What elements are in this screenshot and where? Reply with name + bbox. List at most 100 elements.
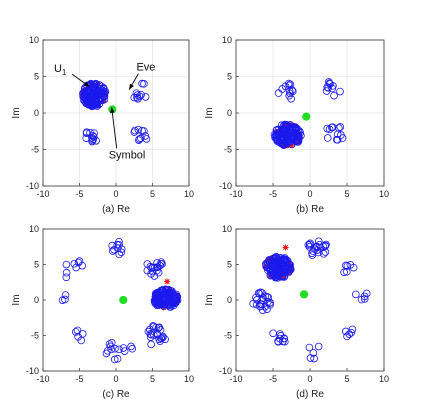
arrow-head: [129, 83, 134, 90]
data-point: [357, 295, 366, 304]
x-axis-label: (a) Re: [102, 204, 130, 215]
data-point: [326, 80, 334, 88]
user-symbol-marker: [281, 274, 287, 280]
data-point: [141, 132, 150, 140]
x-tick-label: -5: [269, 189, 277, 199]
y-tick-label: 5: [34, 260, 39, 270]
data-point: [154, 268, 163, 277]
data-point: [74, 258, 83, 267]
data-point: [80, 85, 89, 93]
data-point: [132, 89, 141, 97]
data-point: [347, 328, 356, 337]
data-point: [158, 287, 166, 295]
data-point: [113, 244, 122, 253]
data-point: [62, 268, 71, 277]
data-point: [333, 130, 342, 139]
data-point: [336, 123, 345, 131]
y-axis-label: Im: [11, 107, 22, 118]
y-tick-label: -10: [26, 366, 39, 376]
data-point: [274, 89, 283, 97]
x-tick-label: 0: [307, 189, 312, 199]
data-point: [137, 134, 145, 142]
data-point: [157, 334, 166, 343]
data-point: [309, 247, 317, 255]
x-tick-label: -10: [229, 189, 242, 199]
y-tick-label: -5: [31, 145, 39, 155]
x-tick-label: 5: [150, 374, 155, 384]
y-tick-label: 10: [29, 224, 39, 234]
data-point: [330, 91, 338, 100]
data-point: [71, 328, 80, 336]
data-point: [151, 296, 160, 304]
data-point: [158, 285, 167, 294]
data-point: [249, 299, 257, 308]
x-tick-label: -10: [36, 189, 49, 199]
data-point: [306, 239, 314, 248]
data-point: [264, 293, 273, 302]
data-point: [72, 263, 80, 272]
data-point: [73, 326, 82, 335]
data-point: [113, 240, 122, 249]
data-point: [314, 237, 323, 246]
data-point: [150, 331, 158, 339]
data-point: [131, 126, 139, 135]
panel-4: -10 -5 0 5 10 -10 -5 0 5 10 (d) Re Im: [204, 224, 389, 400]
data-point: [79, 89, 87, 98]
data-point: [82, 95, 91, 104]
data-point: [115, 345, 123, 354]
data-point: [94, 90, 103, 99]
data-point: [340, 268, 348, 277]
data-point: [143, 260, 152, 268]
y-tick-label: 10: [222, 35, 232, 45]
data-point: [342, 327, 350, 336]
x-tick-label: -5: [75, 189, 83, 199]
data-point: [271, 131, 280, 140]
data-point: [130, 93, 139, 102]
data-point: [146, 330, 155, 338]
user-symbol-marker: [289, 143, 295, 149]
x-tick-label: 5: [150, 189, 155, 199]
user-symbol-marker: [283, 122, 289, 128]
data-point: [167, 289, 175, 297]
x-tick-label: 10: [379, 374, 389, 384]
x-tick-label: -10: [229, 374, 242, 384]
x-tick-label: 10: [184, 374, 194, 384]
data-point: [135, 135, 144, 143]
data-point: [134, 125, 143, 134]
data-point: [289, 122, 297, 131]
data-point: [263, 263, 271, 272]
data-point: [348, 325, 357, 334]
data-point: [117, 245, 126, 253]
x-tick-label: 0: [307, 374, 312, 384]
data-point: [305, 343, 314, 352]
data-point: [97, 94, 105, 103]
data-point: [107, 345, 116, 354]
data-point: [156, 294, 164, 303]
data-point: [290, 128, 298, 136]
y-tick-label: 0: [34, 108, 39, 118]
red-star-marker: [282, 244, 289, 251]
data-point: [145, 325, 154, 334]
data-point: [284, 265, 293, 273]
data-point: [281, 122, 289, 131]
data-point: [128, 344, 137, 353]
x-tick-label: 0: [113, 374, 118, 384]
y-tick-label: -10: [219, 366, 232, 376]
data-point: [342, 261, 350, 270]
data-point: [281, 125, 289, 134]
data-point: [287, 133, 296, 141]
data-point: [62, 273, 71, 282]
data-point: [319, 250, 328, 258]
data-point: [75, 257, 84, 265]
data-point: [88, 136, 97, 145]
x-tick-label: -5: [269, 374, 277, 384]
data-point: [141, 93, 150, 101]
data-point: [273, 129, 282, 137]
data-point: [147, 340, 155, 349]
data-point: [280, 334, 288, 343]
data-point: [277, 269, 286, 277]
data-point: [273, 259, 282, 268]
data-point: [294, 129, 302, 138]
